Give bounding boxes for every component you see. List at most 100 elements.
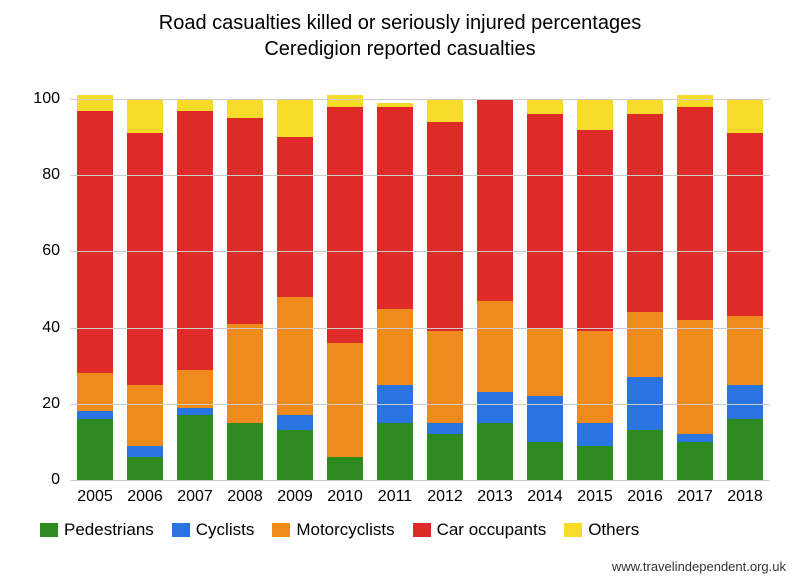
bar-segment <box>377 107 413 309</box>
source-label: www.travelindependent.org.uk <box>612 559 786 574</box>
bar-segment <box>727 419 763 480</box>
y-tick-label: 0 <box>10 471 60 489</box>
bar-group <box>477 99 513 480</box>
bar-segment <box>677 434 713 442</box>
bar-segment <box>277 99 313 137</box>
x-tick-label: 2006 <box>127 488 163 506</box>
bar-group <box>427 99 463 480</box>
bar-segment <box>77 411 113 419</box>
bar-segment <box>177 415 213 480</box>
legend-item: Motorcyclists <box>272 520 394 540</box>
title-line-2: Ceredigion reported casualties <box>264 38 535 60</box>
legend-item: Cyclists <box>172 520 255 540</box>
bar-group <box>227 99 263 480</box>
bar-segment <box>477 423 513 480</box>
bar-segment <box>127 457 163 480</box>
x-tick-label: 2017 <box>677 488 713 506</box>
bar-group <box>577 99 613 480</box>
legend-swatch <box>413 523 431 537</box>
bar-segment <box>277 297 313 415</box>
y-tick-label: 60 <box>10 242 60 260</box>
bar-segment <box>727 133 763 316</box>
bar-segment <box>177 408 213 416</box>
bar-segment <box>277 430 313 480</box>
gridline <box>70 480 770 481</box>
gridline <box>70 251 770 252</box>
y-tick-label: 80 <box>10 166 60 184</box>
legend-item: Pedestrians <box>40 520 154 540</box>
y-tick-label: 40 <box>10 319 60 337</box>
bar-segment <box>677 107 713 320</box>
bar-group <box>627 99 663 480</box>
bar-segment <box>527 99 563 114</box>
x-tick-label: 2014 <box>527 488 563 506</box>
legend-swatch <box>564 523 582 537</box>
bar-segment <box>727 316 763 385</box>
chart-container: Road casualties killed or seriously inju… <box>0 0 800 580</box>
y-tick-label: 100 <box>10 90 60 108</box>
gridline <box>70 99 770 100</box>
bar-segment <box>227 99 263 118</box>
y-tick-label: 20 <box>10 395 60 413</box>
bar-segment <box>427 423 463 434</box>
gridline <box>70 328 770 329</box>
legend-item: Car occupants <box>413 520 547 540</box>
x-tick-label: 2007 <box>177 488 213 506</box>
bar-segment <box>377 423 413 480</box>
bar-segment <box>177 111 213 370</box>
x-tick-label: 2008 <box>227 488 263 506</box>
x-tick-label: 2012 <box>427 488 463 506</box>
x-tick-label: 2011 <box>378 488 412 506</box>
bar-segment <box>327 95 363 106</box>
bar-segment <box>477 301 513 392</box>
bar-segment <box>377 309 413 385</box>
gridline <box>70 175 770 176</box>
bar-segment <box>677 95 713 106</box>
bar-segment <box>577 130 613 332</box>
bar-segment <box>77 373 113 411</box>
legend: Pedestrians Cyclists Motorcyclists Car occu… <box>40 520 639 540</box>
bar-segment <box>627 312 663 377</box>
bar-group <box>277 99 313 480</box>
bar-segment <box>627 430 663 480</box>
bar-segment <box>427 99 463 122</box>
bar-segment <box>677 320 713 434</box>
bar-segment <box>77 95 113 110</box>
bar-segment <box>127 133 163 384</box>
bar-group <box>727 99 763 480</box>
bar-segment <box>227 118 263 324</box>
legend-label: Pedestrians <box>64 520 154 540</box>
bar-segment <box>277 137 313 297</box>
bar-segment <box>427 434 463 480</box>
x-tick-label: 2018 <box>727 488 763 506</box>
bar-segment <box>677 442 713 480</box>
bar-segment <box>477 392 513 422</box>
bar-segment <box>527 442 563 480</box>
bar-segment <box>727 99 763 133</box>
bar-segment <box>427 331 463 422</box>
bar-group <box>527 99 563 480</box>
bar-group <box>377 103 413 480</box>
bar-group <box>77 95 113 480</box>
bar-segment <box>327 457 363 480</box>
bar-segment <box>627 114 663 312</box>
bar-segment <box>77 419 113 480</box>
bar-segment <box>127 385 163 446</box>
legend-label: Others <box>588 520 639 540</box>
bar-group <box>177 99 213 480</box>
bar-segment <box>327 107 363 343</box>
bar-segment <box>327 343 363 457</box>
bar-group <box>677 95 713 480</box>
bar-segment <box>227 324 263 423</box>
legend-item: Others <box>564 520 639 540</box>
bar-segment <box>527 114 563 327</box>
bar-segment <box>577 446 613 480</box>
gridline <box>70 404 770 405</box>
x-tick-label: 2010 <box>327 488 363 506</box>
bar-segment <box>427 122 463 332</box>
x-tick-label: 2013 <box>477 488 513 506</box>
x-tick-label: 2015 <box>577 488 613 506</box>
bar-segment <box>177 99 213 110</box>
bar-group <box>127 99 163 480</box>
x-tick-label: 2009 <box>277 488 313 506</box>
